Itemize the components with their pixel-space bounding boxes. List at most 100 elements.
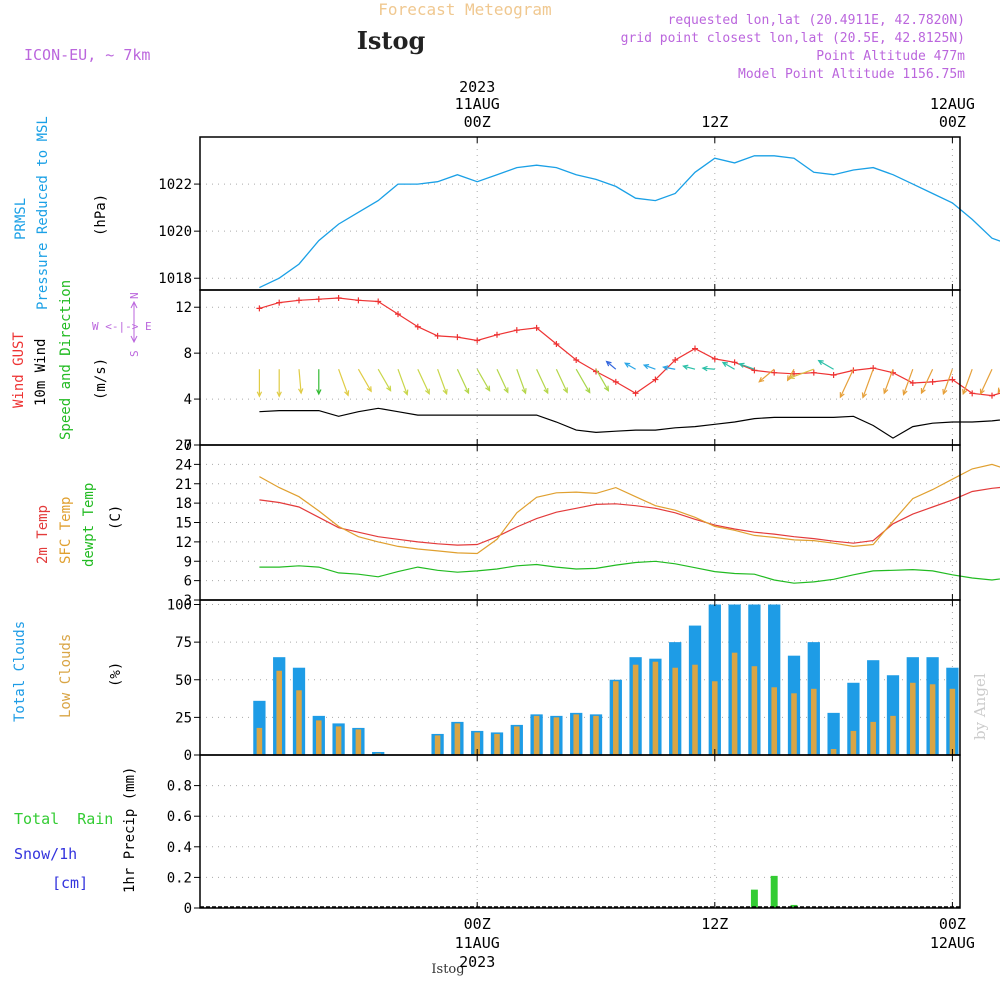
compass-south: S [128,350,141,357]
low-cloud-bar [712,681,718,755]
wind-arrow [397,369,409,396]
product-title: Forecast Meteogram [378,0,551,19]
low-cloud-bar [929,684,936,755]
label-precip-axis: 1hr Precip (mm) [122,767,138,893]
top-date-label: 11AUG [455,95,500,113]
low-cloud-bar [256,727,263,755]
wind-gust-point [553,340,560,347]
y-tick-label: 6 [184,574,192,590]
wind-gust-point [434,332,441,339]
wind-arrow [738,362,755,370]
y-tick-label: 3 [184,593,192,609]
y-tick-label: 0.6 [167,809,192,825]
bottom-hour-label: 00Z [939,915,966,933]
low-cloud-bar [355,729,362,755]
label-hpa: (hPa) [93,194,109,236]
y-tick-label: 18 [175,496,192,512]
wind-gust-point [375,298,382,305]
y-tick-label: 27 [175,438,192,454]
wind-arrow [883,369,894,395]
wind-gust-point [296,297,302,304]
y-tick-label: 0 [184,438,192,454]
low-cloud-bar [890,715,896,755]
compass-icon [130,300,138,344]
wind-arrow [979,368,993,395]
wind-arrow [624,362,636,370]
wind-gust-point [315,296,322,303]
low-cloud-bar [316,720,322,755]
wind-arrow [338,369,350,397]
requested-point: requested lon,lat (20.4911E, 42.7820N) [668,13,965,28]
label-speed-dir: Speed and Direction [58,280,74,440]
point-altitude: Point Altitude 477m [816,49,965,64]
y-tick-label: 12 [175,300,192,316]
wind-arrow [377,368,392,392]
wind-gust-point [335,295,342,302]
wind-arrow [758,368,775,383]
wind-gust-point [731,359,738,366]
low-cloud-bar [335,726,342,755]
y-tick-label: 0.4 [167,840,192,856]
low-cloud-bar [593,715,599,755]
label-wind-gust: Wind GUST [11,332,27,408]
low-cloud-bar [830,748,837,755]
y-tick-label: 12 [175,535,192,551]
wind-gust-point [929,378,936,385]
panel-frame [199,136,961,291]
wind-gust-point [652,376,659,383]
station-title: Istog [357,26,426,55]
wind-arrow [516,369,527,395]
top-hour-label: 12Z [701,113,728,131]
wind-arrow [861,369,874,399]
y-tick-label: 50 [175,673,192,689]
total-cloud-bar [886,675,900,755]
label-percent: (%) [108,662,124,687]
total-cloud-bar [847,682,860,755]
label-low-clouds: Low Clouds [58,634,74,718]
wind-arrow [721,361,735,370]
label-total-clouds: Total Clouds [12,621,28,722]
wind-gust-point [771,369,778,376]
wind-arrow [642,364,656,370]
wind-arrow [788,368,815,380]
low-cloud-bar [652,661,659,755]
y-tick-label: 0 [184,748,192,764]
label-2m-temp: 2m Temp [35,505,51,564]
low-cloud-bar [692,664,698,755]
model-label: ICON-EU, ~ 7km [24,46,150,64]
low-cloud-bar [632,664,639,755]
wind-gust-point [830,371,837,378]
wind-arrow [662,365,676,371]
wind-gust-point [969,390,976,397]
total-cloud-bar [867,660,880,755]
temp-dewpt-line [259,560,1000,584]
wind-gust-point [414,323,421,330]
model-altitude: Model Point Altitude 1156.75m [738,67,965,82]
bottom-date-label: 11AUG [455,934,500,952]
wind-gust-point [632,390,639,397]
low-cloud-bar [771,687,777,755]
wind-arrow [682,364,696,370]
pressure-line [259,155,1000,289]
wind-arrow [276,369,282,398]
wind-arrow [701,365,715,372]
wind-gust-point [513,327,520,334]
low-cloud-bar [949,688,956,755]
wind-arrow [605,360,617,370]
bottom-date-label: 12AUG [930,934,975,952]
wind-arrow [595,368,610,392]
low-cloud-bar [573,714,579,755]
wind-gust-point [533,324,540,331]
total-cloud-bar [827,712,840,755]
wind-arrow [298,369,304,395]
wind-arrow [575,368,591,394]
y-tick-label: 24 [175,457,192,473]
label-snow: Snow/1h [14,845,77,863]
y-tick-label: 1022 [158,177,192,193]
label-ms: (m/s) [93,358,109,400]
label-10m-wind: 10m Wind [33,339,49,406]
low-cloud-bar [672,667,678,755]
wind-arrow [437,369,448,396]
label-pressure-msl: Pressure Reduced to MSL [35,116,51,310]
